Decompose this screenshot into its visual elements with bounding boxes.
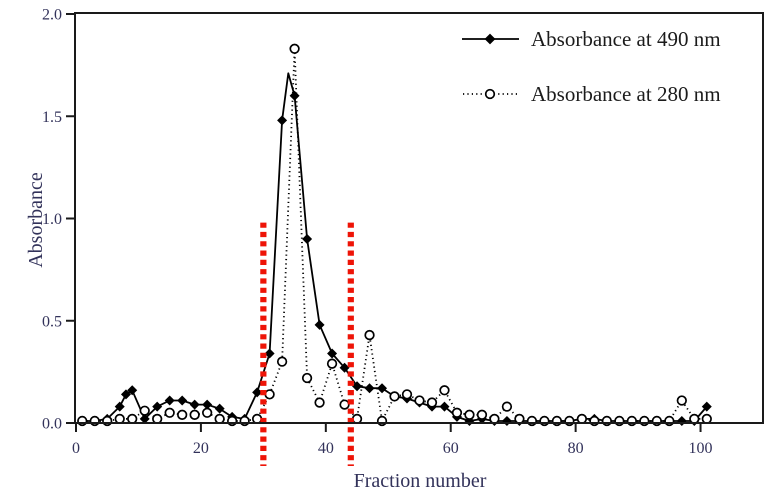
data-marker-open-circle-280nm (314, 397, 325, 408)
legend: Absorbance at 490 nm Absorbance at 280 n… (462, 27, 721, 106)
x-axis-title: Fraction number (354, 470, 487, 492)
y-axis-tick-label: 0.0 (42, 416, 62, 433)
data-marker-open-circle-280nm (576, 413, 588, 425)
data-marker-open-circle-280nm (464, 409, 475, 420)
data-marker-filled-diamond-490nm (189, 399, 200, 410)
legend-item-490nm: Absorbance at 490 nm (462, 27, 721, 51)
data-marker-open-circle-280nm (202, 407, 213, 418)
annotation-layer (260, 222, 354, 466)
data-marker-filled-diamond-490nm (139, 413, 150, 424)
data-marker-filled-diamond-490nm (327, 348, 338, 359)
data-marker-open-circle-280nm (439, 385, 450, 396)
data-marker-open-circle-280nm (426, 397, 438, 408)
data-marker-open-circle-280nm (514, 413, 525, 425)
data-marker-open-circle-280nm (414, 395, 425, 406)
data-marker-open-circle-280nm (264, 389, 275, 400)
x-axis-tick-label: 20 (193, 440, 209, 457)
y-axis-tick-label: 1.5 (42, 109, 62, 126)
data-marker-open-circle-280nm (401, 389, 413, 400)
data-marker-open-circle-280nm (177, 409, 188, 420)
data-marker-filled-diamond-490nm (302, 233, 313, 244)
axis-ticks-layer: 0 20 40 60 80 100 0.0 0.5 1.0 1.5 2.0 (42, 7, 713, 458)
data-marker-open-circle-280nm (501, 401, 513, 412)
data-marker-filled-diamond-490nm (152, 401, 163, 412)
data-marker-filled-diamond-490nm (501, 415, 512, 426)
data-marker-filled-diamond-490nm (214, 403, 225, 414)
data-marker-filled-diamond-490nm (352, 381, 363, 392)
data-marker-open-circle-280nm (326, 358, 338, 369)
data-marker-open-circle-280nm (114, 413, 125, 425)
data-marker-filled-diamond-490nm (676, 415, 687, 426)
data-marker-open-circle-280nm (127, 413, 138, 425)
data-marker-open-circle-280nm (489, 413, 500, 425)
data-marker-filled-diamond-490nm (701, 401, 712, 412)
data-marker-open-circle-280nm (339, 399, 350, 410)
legend-item-280nm: Absorbance at 280 nm (463, 82, 721, 106)
data-marker-open-circle-280nm (214, 413, 225, 425)
data-marker-open-circle-280nm (139, 405, 150, 416)
data-marker-filled-diamond-490nm (177, 395, 188, 406)
data-marker-filled-diamond-490nm (277, 115, 288, 126)
data-marker-filled-diamond-490nm (377, 383, 388, 394)
data-marker-filled-diamond-490nm (164, 395, 175, 406)
data-marker-open-circle-280nm (276, 356, 288, 367)
data-marker-open-circle-280nm (451, 407, 463, 418)
y-axis-tick-label: 2.0 (42, 7, 62, 24)
data-marker-filled-diamond-490nm (127, 385, 138, 396)
data-marker-open-circle-280nm (189, 409, 200, 420)
x-axis-tick-label: 40 (318, 440, 334, 457)
data-marker-filled-diamond-490nm (120, 389, 131, 400)
data-marker-filled-diamond-490nm (339, 362, 350, 373)
series-layer (77, 43, 712, 427)
x-axis-tick-label: 100 (689, 440, 713, 457)
data-marker-open-circle-280nm (676, 395, 687, 406)
x-axis-tick-label: 80 (568, 440, 584, 457)
data-marker-open-circle-280nm (351, 413, 363, 425)
series-line-490nm (82, 72, 708, 422)
plot-frame (74, 12, 764, 424)
data-marker-open-circle-280nm (476, 409, 488, 420)
y-axis-tick-label: 1.0 (42, 211, 62, 228)
y-axis-title: Absorbance (25, 172, 47, 268)
data-marker-open-circle-280nm (152, 413, 163, 425)
data-marker-filled-diamond-490nm (264, 348, 275, 359)
legend-open-circle-icon (484, 88, 496, 100)
data-marker-filled-diamond-490nm (114, 401, 125, 412)
data-marker-open-circle-280nm (389, 391, 400, 402)
data-marker-open-circle-280nm (701, 413, 712, 425)
data-marker-open-circle-280nm (689, 413, 700, 425)
data-marker-open-circle-280nm (289, 43, 300, 54)
data-marker-open-circle-280nm (301, 372, 313, 384)
data-marker-open-circle-280nm (164, 407, 175, 418)
data-marker-filled-diamond-490nm (364, 383, 375, 394)
legend-filled-diamond-icon (484, 33, 496, 45)
x-axis-tick-label: 0 (72, 440, 80, 457)
data-marker-filled-diamond-490nm (314, 319, 325, 330)
data-marker-filled-diamond-490nm (252, 387, 263, 398)
legend-label-490nm: Absorbance at 490 nm (531, 27, 721, 51)
legend-label-280nm: Absorbance at 280 nm (531, 82, 721, 106)
y-axis-tick-label: 0.5 (42, 313, 62, 330)
data-marker-open-circle-280nm (364, 329, 375, 341)
data-marker-filled-diamond-490nm (202, 399, 213, 410)
data-marker-filled-diamond-490nm (289, 90, 300, 101)
x-axis-tick-label: 60 (443, 440, 459, 457)
data-marker-open-circle-280nm (251, 413, 263, 425)
data-marker-filled-diamond-490nm (439, 401, 450, 412)
